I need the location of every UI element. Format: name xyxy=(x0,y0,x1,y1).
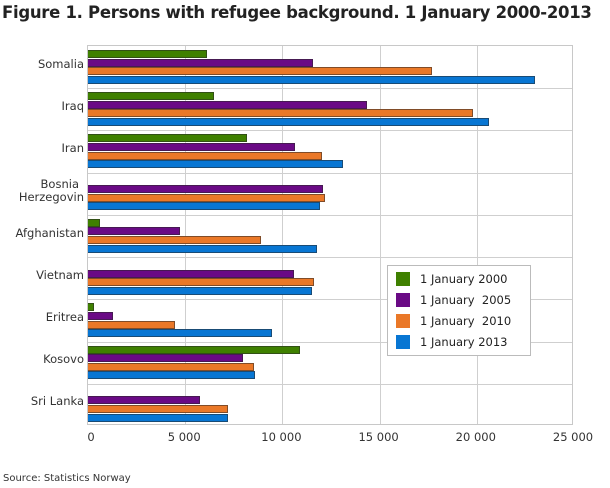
category-separator xyxy=(88,172,572,174)
bar xyxy=(88,67,433,76)
category-separator xyxy=(88,383,572,385)
bar xyxy=(88,413,228,422)
bar xyxy=(88,134,248,143)
bar xyxy=(88,202,321,211)
chart-title: Figure 1. Persons with refugee backgroun… xyxy=(2,3,592,22)
legend: 1 January 2000 1 January 2005 1 January 20… xyxy=(387,265,531,356)
category-separator xyxy=(88,214,572,216)
category-label: Sri Lanka xyxy=(30,394,84,409)
bar xyxy=(88,269,295,278)
vertical-gridline xyxy=(379,46,381,424)
legend-label: 1 January 2013 xyxy=(420,335,508,349)
vertical-gridline xyxy=(476,46,478,424)
category-label: Iraq xyxy=(61,98,84,113)
x-tick-label: 15 000 xyxy=(358,430,399,444)
bar xyxy=(88,354,243,363)
bar xyxy=(88,92,215,101)
bar xyxy=(88,404,228,413)
bar xyxy=(88,278,314,287)
bar xyxy=(88,109,473,118)
category-separator xyxy=(88,130,572,132)
bar xyxy=(88,143,296,152)
source-note: Source: Statistics Norway xyxy=(3,473,131,484)
x-tick-label: 10 000 xyxy=(261,430,302,444)
legend-item: 1 January 2013 xyxy=(396,334,508,350)
bar xyxy=(88,185,324,194)
bar xyxy=(88,329,272,338)
plot-area xyxy=(87,45,573,425)
legend-swatch xyxy=(396,293,410,307)
legend-label: 1 January 2005 xyxy=(420,293,512,307)
bar xyxy=(88,303,94,312)
bar xyxy=(88,236,262,245)
category-separator xyxy=(88,88,572,90)
category-label: Somalia xyxy=(37,56,84,71)
legend-label: 1 January 2010 xyxy=(420,314,512,328)
bar xyxy=(88,100,367,109)
bar xyxy=(88,362,255,371)
bar xyxy=(88,320,175,329)
bar xyxy=(88,151,323,160)
category-separator xyxy=(88,257,572,259)
bar xyxy=(88,345,300,354)
category-label: Iran xyxy=(61,141,84,156)
bar xyxy=(88,218,100,227)
category-label: Bosnia Herzegovin xyxy=(18,176,84,204)
bar xyxy=(88,58,313,67)
legend-swatch xyxy=(396,335,410,349)
legend-swatch xyxy=(396,314,410,328)
bar xyxy=(88,286,312,295)
legend-item: 1 January 2010 xyxy=(396,313,511,329)
legend-item: 1 January 2000 xyxy=(396,271,508,287)
category-separator xyxy=(88,341,572,343)
category-label: Eritrea xyxy=(45,309,84,324)
legend-item: 1 January 2005 xyxy=(396,292,511,308)
bar xyxy=(88,160,343,169)
legend-swatch xyxy=(396,272,410,286)
bar xyxy=(88,311,114,320)
x-tick-label: 20 000 xyxy=(455,430,496,444)
bar xyxy=(88,193,326,202)
vertical-gridline xyxy=(282,46,284,424)
bar xyxy=(88,396,200,405)
legend-label: 1 January 2000 xyxy=(420,272,508,286)
bar xyxy=(88,50,207,58)
vertical-gridline xyxy=(185,46,187,424)
category-label: Afghanistan xyxy=(15,225,84,240)
x-tick-label: 0 xyxy=(87,430,95,444)
bar xyxy=(88,371,256,380)
bar xyxy=(88,118,490,127)
x-tick-label: 25 000 xyxy=(552,430,594,444)
x-tick-label: 5 000 xyxy=(167,430,201,444)
bar xyxy=(88,227,181,236)
category-label: Vietnam xyxy=(36,267,84,282)
category-label: Kosovo xyxy=(43,352,84,367)
category-separator xyxy=(88,299,572,301)
bar xyxy=(88,75,536,84)
bar xyxy=(88,244,318,253)
